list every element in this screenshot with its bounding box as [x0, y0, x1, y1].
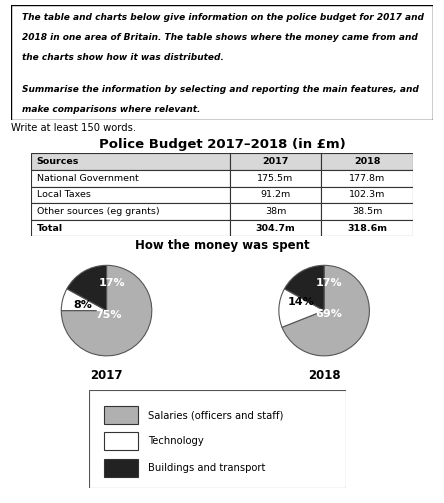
Wedge shape: [67, 266, 107, 311]
Text: Salaries (officers and staff): Salaries (officers and staff): [148, 410, 283, 421]
Text: 2018: 2018: [308, 369, 341, 382]
Bar: [321, 170, 413, 187]
Text: 175.5m: 175.5m: [258, 174, 293, 183]
Bar: [230, 220, 321, 236]
Text: 17%: 17%: [99, 278, 125, 288]
Bar: [230, 153, 321, 170]
Text: 38m: 38m: [265, 207, 286, 216]
Text: 2017: 2017: [90, 369, 123, 382]
Text: Summarise the information by selecting and reporting the main features, and: Summarise the information by selecting a…: [22, 85, 419, 94]
Bar: [31, 220, 230, 236]
Bar: [230, 187, 321, 203]
Text: National Government: National Government: [37, 174, 139, 183]
FancyBboxPatch shape: [89, 390, 346, 488]
Text: 8%: 8%: [74, 300, 92, 310]
Bar: [31, 170, 230, 187]
Text: 2018: 2018: [354, 157, 381, 166]
Text: Sources: Sources: [37, 157, 79, 166]
Wedge shape: [61, 266, 152, 356]
Text: 38.5m: 38.5m: [352, 207, 382, 216]
Text: 177.8m: 177.8m: [349, 174, 385, 183]
Text: 75%: 75%: [95, 310, 122, 320]
Wedge shape: [279, 289, 324, 327]
Text: Police Budget 2017–2018 (in £m): Police Budget 2017–2018 (in £m): [99, 138, 345, 151]
Bar: [321, 153, 413, 170]
Text: How the money was spent: How the money was spent: [135, 239, 309, 252]
Bar: [31, 153, 230, 170]
Bar: [31, 203, 230, 220]
Text: Local Taxes: Local Taxes: [37, 191, 91, 199]
Text: 69%: 69%: [315, 309, 342, 319]
Text: 14%: 14%: [288, 297, 315, 307]
Text: 2018 in one area of Britain. The table shows where the money came from and: 2018 in one area of Britain. The table s…: [22, 33, 417, 42]
Bar: [230, 203, 321, 220]
Text: 91.2m: 91.2m: [260, 191, 290, 199]
Bar: [321, 187, 413, 203]
Text: 17%: 17%: [315, 278, 342, 288]
Text: 304.7m: 304.7m: [256, 224, 295, 232]
Wedge shape: [285, 266, 324, 311]
Bar: [104, 459, 138, 477]
Text: Technology: Technology: [148, 436, 204, 446]
Text: Total: Total: [37, 224, 63, 232]
Bar: [321, 203, 413, 220]
Text: the charts show how it was distributed.: the charts show how it was distributed.: [22, 53, 223, 62]
Wedge shape: [282, 266, 369, 356]
Text: 102.3m: 102.3m: [349, 191, 385, 199]
Text: 2017: 2017: [262, 157, 289, 166]
Text: Write at least 150 words.: Write at least 150 words.: [11, 123, 136, 133]
Bar: [230, 170, 321, 187]
Bar: [321, 220, 413, 236]
FancyBboxPatch shape: [11, 5, 433, 120]
Wedge shape: [61, 289, 107, 311]
Bar: [104, 406, 138, 424]
Bar: [104, 432, 138, 450]
Bar: [31, 187, 230, 203]
Text: 318.6m: 318.6m: [347, 224, 387, 232]
Text: The table and charts below give information on the police budget for 2017 and: The table and charts below give informat…: [22, 13, 424, 22]
Text: Buildings and transport: Buildings and transport: [148, 463, 266, 473]
Text: Other sources (eg grants): Other sources (eg grants): [37, 207, 159, 216]
Text: make comparisons where relevant.: make comparisons where relevant.: [22, 105, 200, 114]
